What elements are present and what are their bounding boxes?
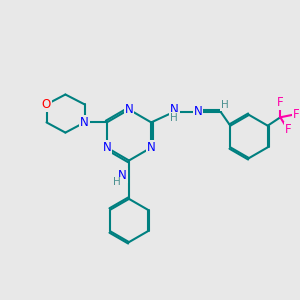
Text: H: H (113, 177, 121, 188)
Text: H: H (220, 100, 228, 110)
Text: N: N (124, 103, 134, 116)
Text: O: O (42, 98, 51, 111)
Text: N: N (102, 141, 111, 154)
Text: H: H (170, 113, 178, 123)
Text: N: N (80, 116, 89, 129)
Text: F: F (293, 108, 300, 122)
Text: N: N (170, 103, 179, 116)
Text: F: F (285, 123, 291, 136)
Text: N: N (118, 169, 127, 182)
Text: N: N (194, 105, 202, 118)
Text: N: N (147, 141, 156, 154)
Text: F: F (277, 96, 284, 110)
